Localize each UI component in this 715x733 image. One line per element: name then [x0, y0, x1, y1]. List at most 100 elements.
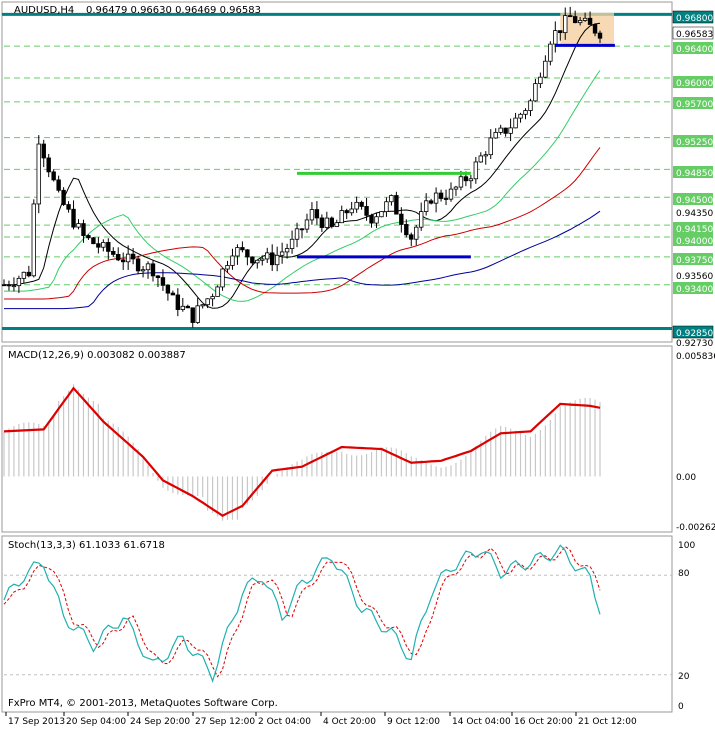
candle-body — [418, 211, 424, 228]
candle-body — [523, 110, 528, 115]
candle-body — [503, 127, 508, 134]
candle-body — [423, 200, 429, 212]
time-tick-label: 24 Sep 20:00 — [130, 717, 190, 727]
candle-body — [200, 304, 205, 307]
candle-body — [299, 228, 305, 231]
candle-body — [349, 208, 354, 214]
time-tick-label: 14 Oct 04:00 — [452, 717, 511, 727]
candle-body — [101, 242, 106, 248]
macd-label: MACD(12,26,9) 0.003082 0.003887 — [8, 350, 186, 361]
candle-body — [478, 155, 483, 163]
candle-body — [468, 178, 474, 182]
copyright-text: FxPro MT4, © 2001-2013, MetaQuotes Softw… — [8, 698, 278, 709]
candle-body — [265, 252, 270, 260]
candle-body — [170, 292, 176, 296]
candle-body — [116, 254, 121, 261]
candle-body — [384, 201, 389, 213]
candle-body — [374, 216, 379, 224]
candle-body — [339, 210, 344, 224]
macd-tick-label: -0.002627 — [676, 523, 715, 533]
level-tag-box — [673, 234, 713, 246]
candle-body — [369, 214, 374, 224]
price-tick-label: 0.92850 — [676, 329, 713, 339]
time-tick-label: 20 Sep 04:00 — [66, 717, 126, 727]
candle-body — [409, 234, 414, 240]
ohlc-header: 0.96479 0.96630 0.96469 0.96583 — [86, 5, 261, 16]
candle-body — [31, 203, 36, 277]
candle-body — [210, 296, 215, 300]
candle-body — [180, 305, 185, 310]
axis-layer: 0.968800.968000.965830.964000.960000.957… — [5, 10, 715, 727]
price-tick-label: 0.94500 — [676, 196, 713, 206]
candle-body — [379, 211, 384, 218]
candle-body — [438, 192, 444, 199]
candle-body — [463, 176, 469, 182]
candle-body — [553, 30, 558, 45]
stoch-label: Stoch(13,3,3) 61.1033 61.6718 — [8, 540, 165, 551]
stoch-tick-label: 0 — [678, 702, 684, 712]
candle-body — [255, 259, 260, 264]
candle-body — [145, 263, 151, 271]
candle-body — [414, 226, 419, 240]
candle-body — [91, 237, 96, 245]
candle-body — [334, 222, 339, 227]
candle-body — [279, 251, 285, 256]
candle-body — [130, 253, 136, 260]
candle-body — [488, 137, 493, 156]
candle-body — [240, 247, 245, 251]
candle-body — [319, 217, 325, 228]
candle-body — [448, 188, 454, 200]
candle-body — [592, 24, 598, 34]
stoch-tick-label: 20 — [678, 672, 690, 682]
candle-body — [195, 305, 200, 323]
candle-body — [235, 247, 240, 257]
price-tick-label: 0.94150 — [676, 225, 713, 235]
candle-body — [71, 208, 76, 228]
time-tick-label: 16 Oct 20:00 — [514, 717, 573, 727]
candle-body — [150, 263, 156, 277]
candle-body — [165, 284, 171, 294]
candle-body — [41, 143, 46, 159]
candle-body — [185, 305, 190, 309]
candle-body — [36, 143, 41, 205]
candle-body — [577, 20, 583, 24]
candle-body — [269, 252, 275, 266]
candle-body — [140, 269, 146, 272]
candle-body — [483, 154, 488, 157]
price-tick-label: 0.96000 — [676, 79, 713, 89]
time-tick-label: 21 Oct 12:00 — [578, 717, 637, 727]
candle-body — [175, 294, 181, 310]
candle-body — [548, 43, 553, 62]
stoch-main-line — [3, 544, 601, 683]
candle-body — [359, 201, 364, 207]
time-tick-label: 2 Oct 04:00 — [258, 717, 311, 727]
time-tick-label: 27 Sep 12:00 — [195, 717, 255, 727]
stoch-layer — [3, 544, 672, 683]
candle-body — [453, 186, 459, 190]
candle-body — [458, 176, 464, 188]
candle-body — [498, 127, 503, 133]
candle-body — [404, 224, 409, 236]
candle-body — [582, 17, 588, 21]
candle-body — [493, 132, 498, 139]
level-tag-box — [673, 97, 713, 109]
candle-body — [26, 271, 32, 277]
price-tick-label: 0.95700 — [676, 100, 713, 110]
price-tick-label: 0.96800 — [676, 14, 713, 24]
candle-body — [81, 223, 86, 236]
candle-body — [155, 275, 161, 279]
level-tag-box — [673, 76, 713, 88]
candle-body — [106, 242, 111, 252]
candle-body — [513, 117, 518, 129]
macd-panel-frame — [1, 345, 673, 533]
stoch-signal-line — [3, 545, 601, 678]
price-tick-label: 0.96400 — [676, 45, 713, 55]
level-tag-box — [673, 193, 713, 205]
candle-body — [250, 256, 255, 264]
candles — [1, 6, 603, 328]
price-tag-box — [672, 10, 714, 24]
candle-body — [66, 204, 71, 210]
candle-body — [433, 192, 439, 204]
